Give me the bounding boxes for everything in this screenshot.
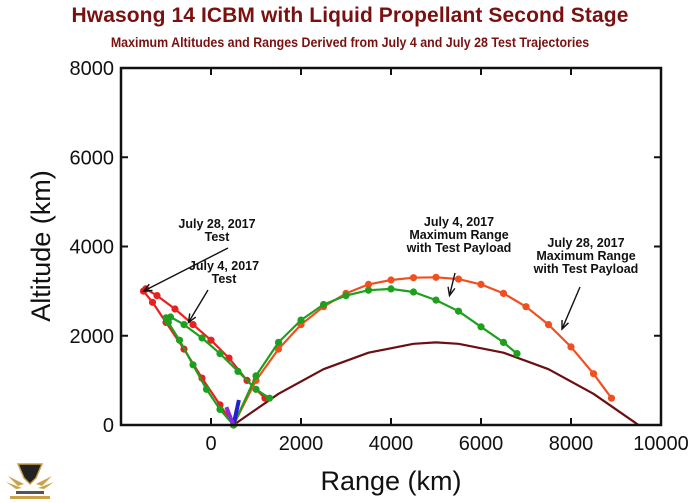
series-0 bbox=[232, 341, 640, 426]
series-line bbox=[231, 399, 241, 426]
data-point bbox=[234, 367, 242, 375]
series-1 bbox=[139, 285, 269, 429]
series-line bbox=[224, 406, 236, 426]
series-6 bbox=[224, 406, 236, 426]
data-point bbox=[180, 321, 188, 329]
data-point bbox=[198, 334, 206, 342]
x-tick-label: 0 bbox=[205, 433, 216, 455]
annotation-text: July 4, 2017 bbox=[424, 215, 494, 229]
data-point bbox=[409, 274, 418, 282]
data-point bbox=[148, 298, 157, 306]
ticks-layer: 0 2000 4000 6000 8000 10000 0 2000 4000 6000 8000 bbox=[70, 58, 689, 455]
annotation-text: July 4, 2017 bbox=[189, 259, 259, 273]
data-point bbox=[432, 296, 440, 304]
data-point bbox=[364, 280, 373, 288]
x-tick-label: 6000 bbox=[459, 433, 504, 455]
y-tick-label: 0 bbox=[103, 415, 114, 437]
annotation-text: Maximum Range bbox=[536, 249, 635, 263]
arrowhead bbox=[187, 313, 197, 324]
data-point bbox=[522, 303, 530, 311]
y-tick-label: 8000 bbox=[70, 58, 115, 80]
data-point bbox=[499, 289, 508, 297]
arrowhead bbox=[141, 283, 153, 292]
data-point bbox=[265, 394, 274, 402]
x-tick-label: 4000 bbox=[369, 433, 414, 455]
series-2 bbox=[162, 313, 274, 429]
data-point bbox=[432, 273, 440, 281]
data-point bbox=[153, 292, 161, 300]
data-point bbox=[189, 321, 197, 329]
annotation-arrow bbox=[561, 286, 581, 330]
x-tick-label: 10000 bbox=[633, 433, 689, 455]
data-point bbox=[319, 300, 328, 309]
y-tick-label: 2000 bbox=[70, 326, 115, 348]
data-point bbox=[216, 405, 224, 413]
chart-subtitle: Maximum Altitudes and Ranges Derived fro… bbox=[110, 35, 590, 50]
data-point bbox=[171, 305, 179, 313]
x-tick-label: 8000 bbox=[549, 433, 594, 455]
annotation-arrow bbox=[143, 247, 229, 292]
data-point bbox=[166, 313, 175, 321]
data-point bbox=[274, 338, 283, 346]
data-point bbox=[589, 370, 598, 378]
data-point bbox=[342, 292, 350, 300]
annotation-arrow bbox=[448, 272, 456, 296]
data-point bbox=[567, 343, 575, 351]
arrowhead bbox=[561, 320, 569, 331]
annotation-text: with Test Payload bbox=[406, 241, 512, 255]
arab-defense-forum-logo bbox=[6, 463, 54, 499]
data-point bbox=[499, 338, 508, 346]
series-4 bbox=[229, 285, 521, 429]
y-tick-label: 4000 bbox=[70, 237, 115, 259]
data-point bbox=[607, 394, 616, 402]
data-point bbox=[454, 275, 463, 283]
x-tick-label: 2000 bbox=[279, 433, 324, 455]
y-axis-label: Altitude (km) bbox=[26, 170, 56, 322]
series-3 bbox=[229, 273, 616, 429]
data-point bbox=[544, 321, 553, 329]
annotation-text: Test bbox=[205, 230, 231, 244]
data-point bbox=[477, 323, 485, 331]
data-point bbox=[387, 285, 395, 293]
data-point bbox=[513, 350, 521, 358]
data-point bbox=[202, 385, 211, 393]
data-point bbox=[387, 276, 395, 284]
data-point bbox=[454, 307, 463, 315]
annotation-text: Test bbox=[212, 272, 238, 286]
series-layer bbox=[139, 273, 640, 429]
annotation-text: with Test Payload bbox=[533, 262, 639, 276]
series-line bbox=[232, 341, 640, 426]
data-point bbox=[189, 361, 197, 369]
data-point bbox=[207, 336, 215, 344]
series-line bbox=[232, 276, 613, 426]
chart-title: Hwasong 14 ICBM with Liquid Propellant S… bbox=[71, 4, 629, 27]
x-axis-label: Range (km) bbox=[320, 466, 461, 496]
data-point bbox=[274, 345, 283, 353]
data-point bbox=[216, 350, 224, 358]
annotation-arrow bbox=[187, 289, 209, 323]
annotation-text: July 28, 2017 bbox=[178, 217, 255, 231]
data-point bbox=[477, 280, 485, 288]
series-5 bbox=[231, 399, 241, 426]
series-line bbox=[232, 287, 518, 426]
annotation-text: Maximum Range bbox=[409, 228, 508, 242]
data-point bbox=[252, 372, 260, 380]
series-line bbox=[142, 287, 266, 426]
annotation-text: July 28, 2017 bbox=[547, 236, 624, 250]
data-point bbox=[297, 316, 305, 324]
data-point bbox=[409, 288, 418, 296]
data-point bbox=[175, 336, 184, 344]
y-tick-label: 6000 bbox=[70, 147, 115, 169]
arrowhead bbox=[447, 286, 456, 298]
data-point bbox=[364, 286, 373, 294]
data-point bbox=[252, 385, 260, 393]
